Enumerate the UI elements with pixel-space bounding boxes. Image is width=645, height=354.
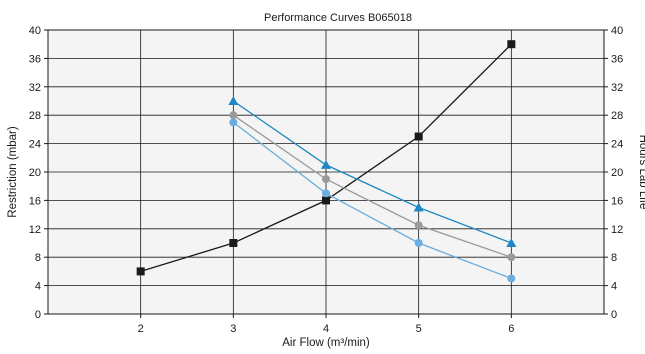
data-point bbox=[507, 253, 516, 262]
tick-label-right: 36 bbox=[611, 53, 623, 65]
x-axis-label: Air Flow (m³/min) bbox=[282, 337, 370, 349]
left-y-ticks: 0 4 8 12 16 20 24 28 32 36 40 bbox=[29, 25, 48, 321]
tick-label-left: 36 bbox=[29, 53, 41, 65]
data-point bbox=[322, 175, 330, 184]
series-2 bbox=[228, 96, 517, 247]
chart-title: Performance Curves B065018 bbox=[264, 12, 412, 24]
data-point bbox=[414, 221, 423, 230]
series-1 bbox=[136, 40, 516, 276]
data-point bbox=[229, 111, 238, 120]
right-y-ticks: 0 4 8 12 16 20 24 28 32 36 40 bbox=[604, 25, 623, 321]
tick-label-left: 4 bbox=[35, 281, 41, 293]
data-point bbox=[413, 202, 424, 212]
tick-label-x: 4 bbox=[323, 323, 329, 335]
tick-label-right: 24 bbox=[611, 139, 623, 151]
data-point bbox=[507, 274, 516, 283]
data-point bbox=[414, 239, 423, 247]
series-line bbox=[232, 114, 512, 258]
tick-label-right: 28 bbox=[611, 110, 623, 122]
series-3 bbox=[229, 111, 516, 262]
tick-label-x: 3 bbox=[230, 323, 236, 335]
tick-label-left: 40 bbox=[29, 25, 41, 37]
tick-label-x: 6 bbox=[508, 323, 514, 335]
data-point bbox=[507, 40, 516, 49]
tick-label-x: 5 bbox=[416, 323, 422, 335]
data-point bbox=[229, 118, 238, 127]
tick-label-right: 20 bbox=[611, 167, 623, 179]
tick-label-right: 0 bbox=[611, 309, 617, 321]
data-point bbox=[228, 96, 239, 105]
data-point bbox=[229, 239, 238, 247]
x-ticks: 2 3 4 5 6 bbox=[138, 314, 514, 335]
tick-label-left: 32 bbox=[29, 82, 41, 94]
data-point bbox=[322, 189, 330, 198]
tick-label-left: 16 bbox=[29, 195, 41, 207]
data-point bbox=[136, 267, 145, 276]
series-line bbox=[232, 100, 512, 244]
tick-label-x: 2 bbox=[138, 323, 144, 335]
y-axis-label-right: Hours Lab Life bbox=[637, 135, 645, 210]
tick-label-left: 8 bbox=[35, 252, 41, 264]
data-point bbox=[321, 159, 331, 169]
series-layer bbox=[136, 40, 517, 283]
series-4 bbox=[229, 118, 516, 283]
data-point bbox=[322, 196, 330, 205]
tick-label-left: 28 bbox=[29, 110, 41, 122]
data-point bbox=[506, 238, 517, 247]
tick-label-left: 0 bbox=[35, 309, 41, 321]
data-point bbox=[414, 132, 423, 141]
tick-label-right: 12 bbox=[611, 224, 623, 236]
series-line bbox=[232, 121, 512, 280]
tick-label-left: 12 bbox=[29, 224, 41, 236]
y-axis-label-left: Restriction (mbar) bbox=[7, 126, 19, 218]
tick-label-right: 8 bbox=[611, 252, 617, 264]
tick-label-right: 32 bbox=[611, 82, 623, 94]
tick-label-right: 16 bbox=[611, 195, 623, 207]
tick-label-left: 24 bbox=[29, 139, 41, 151]
tick-label-right: 4 bbox=[611, 281, 617, 293]
tick-label-right: 40 bbox=[611, 25, 623, 37]
tick-label-left: 20 bbox=[29, 167, 41, 179]
